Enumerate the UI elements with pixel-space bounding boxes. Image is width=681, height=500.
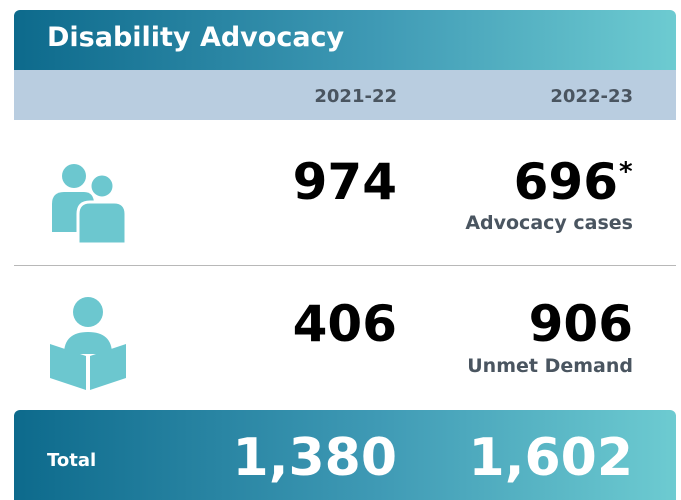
total-value: 1,380	[232, 428, 397, 488]
total-value: 1,602	[468, 428, 633, 488]
value: 974	[292, 153, 397, 211]
column-label: 2021-22	[314, 86, 397, 107]
reader-icon	[50, 297, 126, 390]
divider	[14, 265, 676, 266]
footnote: *	[619, 157, 633, 187]
value: 906	[528, 295, 633, 353]
value: 696	[513, 153, 618, 211]
total-bar	[14, 410, 676, 500]
title: Disability Advocacy	[47, 22, 345, 53]
column-label: 2022-23	[550, 86, 633, 107]
row-label: Advocacy cases	[465, 212, 633, 234]
header-bar	[14, 10, 676, 70]
total-label: Total	[47, 450, 97, 471]
column-band	[14, 70, 676, 120]
people-icon	[52, 164, 128, 244]
row-label: Unmet Demand	[467, 355, 633, 377]
value: 406	[292, 295, 397, 353]
